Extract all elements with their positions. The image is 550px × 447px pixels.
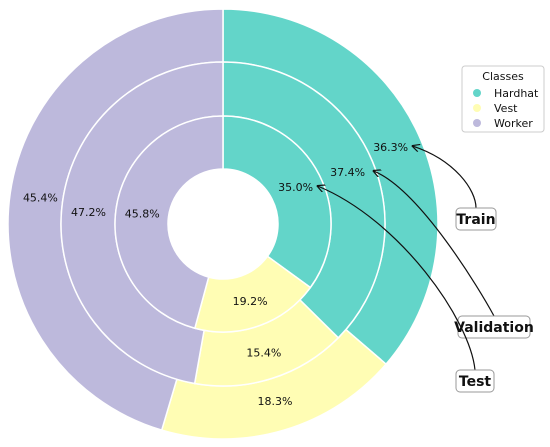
test-label-worker: 45.8% (125, 207, 160, 220)
legend-label-vest: Vest (494, 102, 518, 115)
test-wedge-vest (193, 255, 312, 333)
validation-label-worker: 47.2% (71, 206, 106, 219)
legend: Classes Hardhat Vest Worker (461, 65, 545, 133)
test-callout-box (455, 369, 495, 393)
donut-wedges (7, 8, 439, 440)
percentage-labels: 36.3% 18.3% 45.4% 37.4% 15.4% 47.2% 35.0% 19.2%… (23, 141, 408, 408)
validation-callout-arrow (374, 171, 495, 317)
train-callout-label: Train (456, 212, 495, 228)
test-callout-label: Test (459, 374, 492, 390)
train-label-vest: 18.3% (258, 395, 293, 408)
ring-callouts: Train Validation Test (318, 146, 534, 393)
test-callout-arrow (318, 186, 476, 371)
validation-callout-box (457, 315, 531, 339)
legend-title: Classes (482, 70, 524, 83)
validation-callout-label: Validation (454, 320, 534, 336)
legend-box (461, 65, 545, 133)
test-label-hardhat: 35.0% (278, 181, 313, 194)
train-callout-arrow (413, 146, 477, 209)
train-label-hardhat: 36.3% (373, 141, 408, 154)
legend-label-worker: Worker (494, 117, 533, 130)
train-callout-box (455, 207, 497, 231)
legend-marker-worker (473, 119, 481, 127)
validation-label-hardhat: 37.4% (330, 166, 365, 179)
test-label-vest: 19.2% (233, 295, 268, 308)
test-wedge-worker (114, 115, 224, 330)
legend-marker-vest (473, 104, 481, 112)
legend-marker-hardhat (473, 89, 481, 97)
test-wedge-hardhat (222, 115, 332, 289)
validation-label-vest: 15.4% (246, 347, 281, 360)
legend-label-hardhat: Hardhat (494, 87, 539, 100)
train-label-worker: 45.4% (23, 191, 58, 204)
